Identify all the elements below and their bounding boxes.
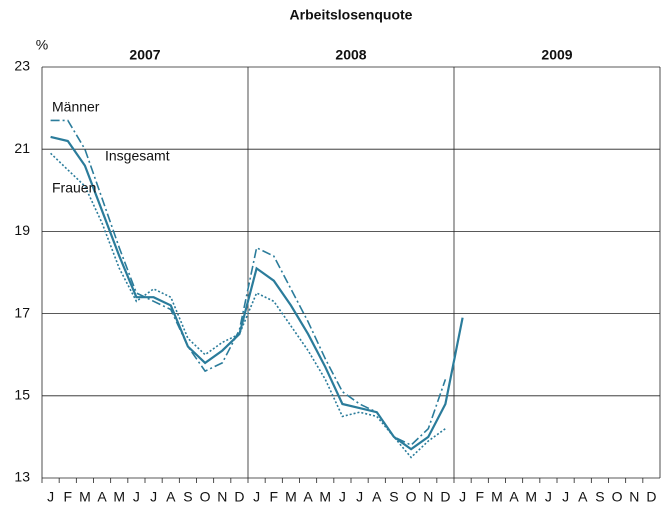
x-tick-label: F (475, 489, 484, 505)
x-tick-label: J (47, 489, 54, 505)
x-tick-label: A (97, 489, 107, 505)
x-tick-label: A (578, 489, 588, 505)
y-tick-label: 21 (14, 140, 30, 156)
y-tick-label: 23 (14, 58, 30, 74)
x-tick-label: O (200, 489, 211, 505)
x-tick-label: M (491, 489, 503, 505)
x-tick-label: F (269, 489, 278, 505)
x-tick-label: M (319, 489, 331, 505)
y-tick-label: 19 (14, 222, 30, 238)
x-tick-label: J (133, 489, 140, 505)
x-tick-label: J (339, 489, 346, 505)
y-unit: % (36, 37, 48, 53)
x-tick-label: J (459, 489, 466, 505)
x-tick-label: D (646, 489, 656, 505)
x-tick-label: J (150, 489, 157, 505)
x-tick-label: D (234, 489, 244, 505)
series-label: Frauen (52, 180, 96, 196)
x-tick-label: M (113, 489, 125, 505)
x-tick-label: A (509, 489, 519, 505)
x-tick-label: N (629, 489, 639, 505)
x-tick-label: A (166, 489, 176, 505)
year-label: 2009 (541, 47, 572, 63)
x-tick-label: N (217, 489, 227, 505)
x-tick-label: F (63, 489, 72, 505)
x-tick-label: M (285, 489, 297, 505)
y-tick-label: 13 (14, 469, 30, 485)
series-label: Insgesamt (105, 148, 170, 164)
x-tick-label: S (389, 489, 398, 505)
x-tick-label: S (183, 489, 192, 505)
x-tick-label: J (356, 489, 363, 505)
x-tick-label: M (79, 489, 91, 505)
x-tick-label: N (423, 489, 433, 505)
series-label: Männer (52, 99, 100, 115)
chart-title: Arbeitslosenquote (290, 7, 413, 23)
x-tick-label: J (562, 489, 569, 505)
x-tick-label: O (612, 489, 623, 505)
x-tick-label: J (253, 489, 260, 505)
x-tick-label: D (440, 489, 450, 505)
line-series (50, 152, 446, 459)
year-label: 2008 (335, 47, 366, 63)
y-tick-label: 15 (14, 387, 30, 403)
x-tick-label: A (303, 489, 313, 505)
x-tick-label: J (545, 489, 552, 505)
year-label: 2007 (129, 47, 160, 63)
x-tick-label: O (406, 489, 417, 505)
x-tick-label: M (525, 489, 537, 505)
x-tick-label: S (595, 489, 604, 505)
x-tick-label: A (372, 489, 382, 505)
line-series (50, 135, 464, 451)
y-tick-label: 17 (14, 304, 30, 320)
